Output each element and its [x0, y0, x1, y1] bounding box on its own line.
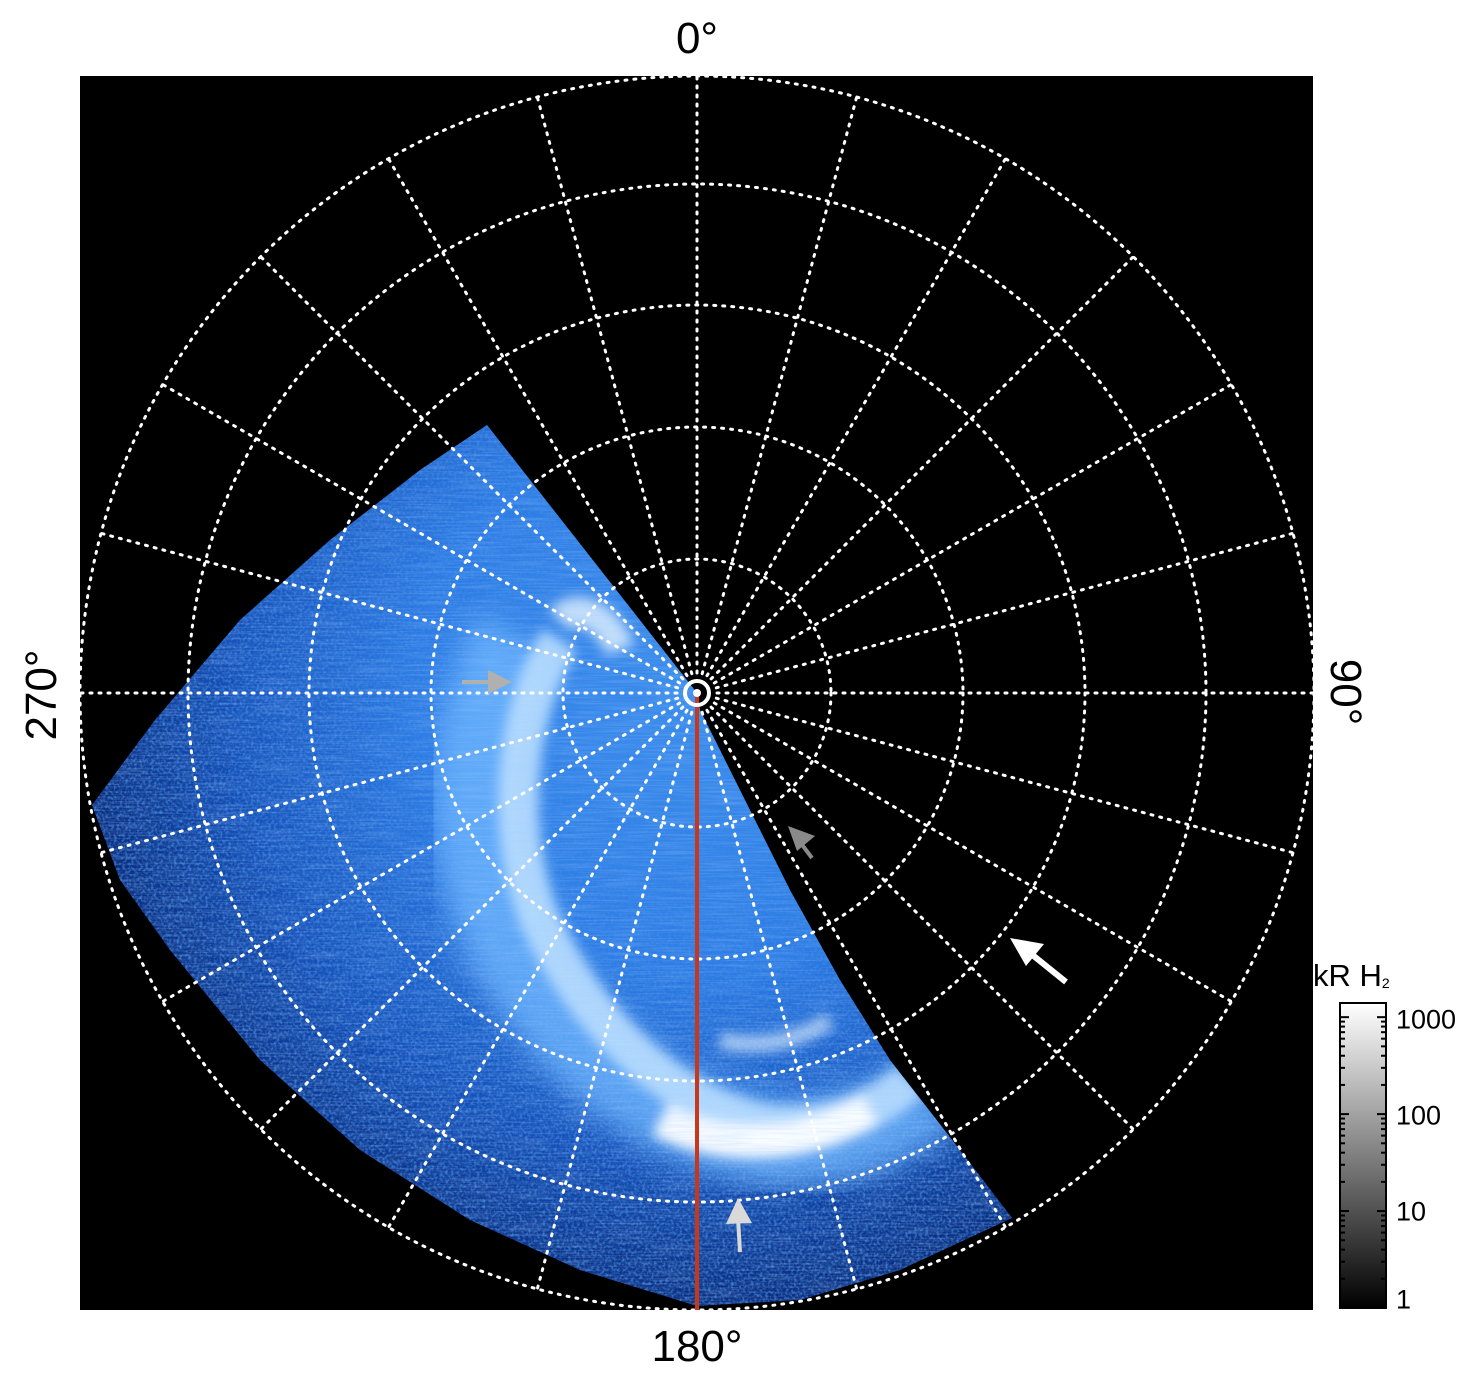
meridian-line [700, 95, 859, 676]
meridian-line [99, 531, 680, 690]
colorbar-tick-label-100: 100 [1396, 1100, 1442, 1131]
meridian-line [714, 696, 1295, 855]
colorbar-tick-label-10: 10 [1396, 1196, 1427, 1227]
arrow-bottom [726, 1198, 752, 1253]
arrow-outer [1010, 938, 1068, 985]
meridian-line [714, 531, 1295, 690]
pole-dot [693, 689, 701, 697]
arrow-270 [462, 670, 512, 694]
meridian-line [259, 255, 685, 681]
meridian-line [161, 383, 682, 685]
azimuth-label-180: 180° [651, 1322, 743, 1371]
colorbar-tick-label-1: 1 [1396, 1284, 1412, 1315]
meridian-line [259, 705, 685, 1131]
colorbar-title: kR H2 [1313, 958, 1390, 993]
meridian-line [705, 708, 1007, 1229]
azimuth-label-0: 0° [675, 14, 719, 63]
meridian-line [387, 157, 689, 678]
colorbar-gradient [1339, 1002, 1387, 1309]
meridian-line [709, 705, 1135, 1131]
meridian-line [161, 701, 682, 1003]
meridian-line [99, 696, 680, 855]
meridian-line [705, 157, 1007, 678]
azimuth-label-90: 90° [1321, 658, 1370, 726]
meridian-line [387, 708, 689, 1229]
meridian-line [700, 710, 859, 1291]
meridian-line [712, 383, 1233, 685]
meridian-line [535, 95, 694, 676]
meridian-line [712, 701, 1233, 1003]
lat-lon-grid [78, 74, 1316, 1312]
colorbar-ticks [1340, 1016, 1386, 1309]
azimuth-label-270: 270° [17, 649, 66, 741]
meridian-line [709, 255, 1135, 681]
meridian-line [535, 710, 694, 1291]
colorbar-tick-label-1000: 1000 [1396, 1004, 1457, 1035]
pole-marker [683, 679, 711, 707]
arrow-inner [788, 826, 815, 860]
